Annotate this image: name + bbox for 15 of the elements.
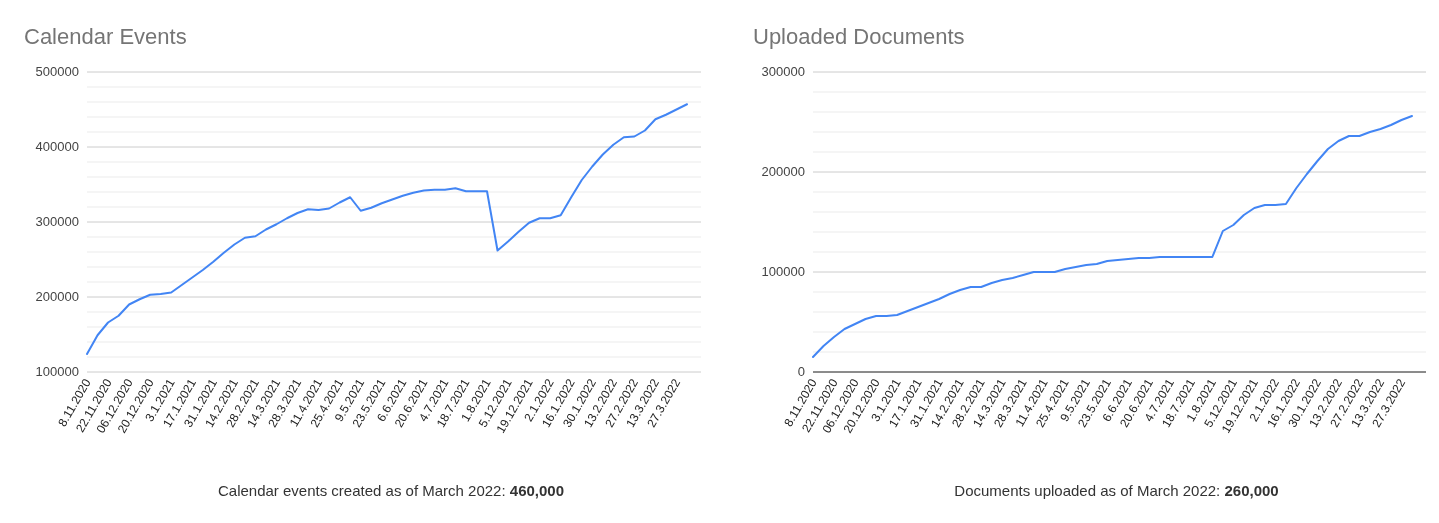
chart-title: Uploaded Documents <box>753 24 965 49</box>
line-series <box>812 115 1413 358</box>
text: Calendar events created as of March 2022: 460,000 <box>217 482 565 499</box>
y-tick-label: 0 <box>797 364 805 379</box>
y-tick-label: 200000 <box>35 289 79 304</box>
text: Documents uploaded as of March 2022: 260,000 <box>954 482 1279 499</box>
y-tick-label: 100000 <box>761 264 805 279</box>
line-series <box>86 103 688 355</box>
y-tick-label: 300000 <box>35 214 79 229</box>
y-tick-label: 400000 <box>35 139 79 154</box>
y-tick-label: 300000 <box>761 64 805 79</box>
chart-title: Calendar Events <box>24 24 187 49</box>
y-tick-label: 100000 <box>35 364 79 379</box>
y-tick-label: 200000 <box>761 164 805 179</box>
y-tick-label: 500000 <box>35 64 79 79</box>
